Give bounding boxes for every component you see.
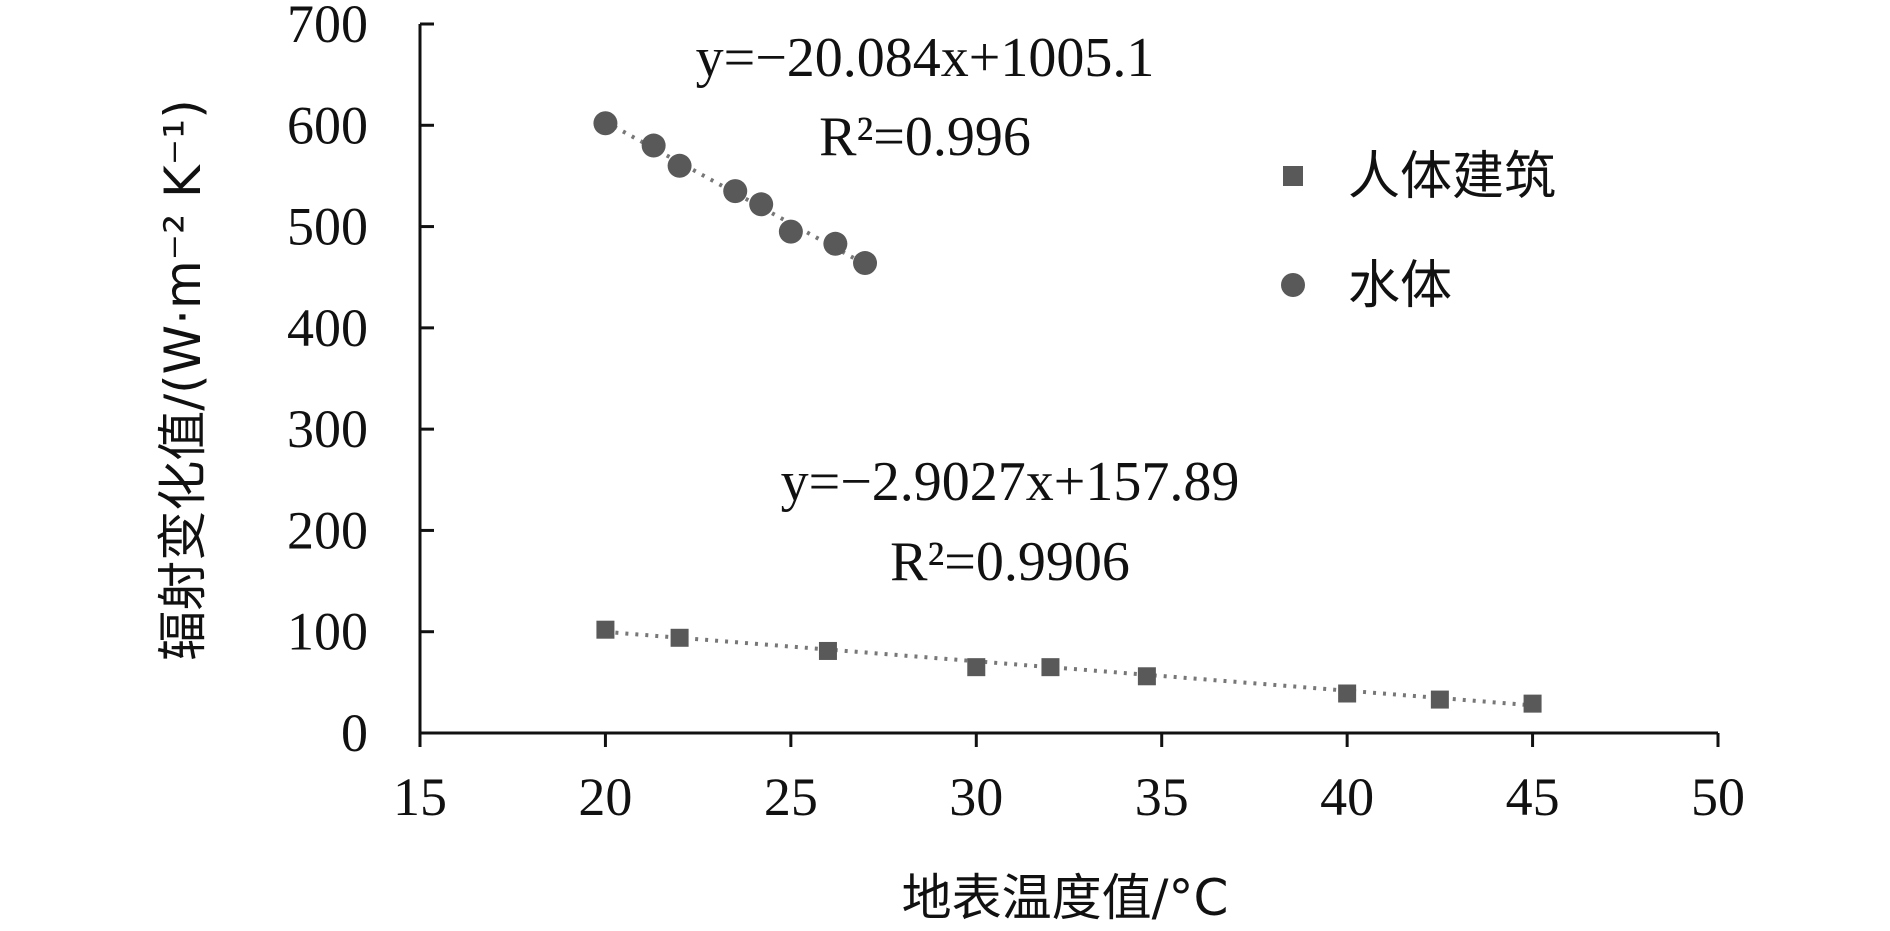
equation-text: y=−2.9027x+157.89: [781, 451, 1240, 513]
data-point-square: [1430, 690, 1449, 709]
data-point-square: [818, 641, 837, 660]
data-point-square: [596, 620, 615, 639]
x-tick-label: 15: [393, 767, 447, 827]
x-tick-label: 30: [949, 767, 1003, 827]
data-point-square: [670, 628, 689, 647]
data-point-circle: [749, 192, 774, 217]
trendlines: [604, 120, 1533, 708]
data-point-circle: [853, 251, 878, 276]
y-tick-label: 600: [287, 95, 368, 155]
data-point-circle: [641, 133, 666, 158]
data-point-circle: [723, 179, 748, 204]
equation-annotations: y=−2.9027x+157.89 R²=0.9906 y=−20.084x+100…: [696, 27, 1240, 593]
y-axis-title: 辐射变化值/(W·m⁻² K⁻¹): [154, 99, 212, 660]
legend-circle-icon: [1281, 273, 1305, 297]
y-tick-label: 500: [287, 197, 368, 257]
x-tick-label: 25: [764, 767, 818, 827]
data-point-square: [1523, 694, 1542, 713]
y-tick-label: 100: [287, 602, 368, 662]
data-point-circle: [593, 111, 618, 136]
data-point-circle: [778, 219, 803, 244]
y-tick-label: 300: [287, 399, 368, 459]
x-tick-label: 35: [1135, 767, 1189, 827]
data-point-square: [1338, 684, 1357, 703]
legend-label: 人体建筑: [1348, 147, 1556, 207]
y-tick-label: 0: [341, 703, 368, 763]
x-axis-title: 地表温度值/°C: [902, 869, 1229, 927]
y-tick-label: 700: [287, 0, 368, 54]
data-point-square: [1041, 658, 1060, 677]
data-point-square: [967, 658, 986, 677]
x-tick-label: 20: [578, 767, 632, 827]
y-tick-label: 400: [287, 298, 368, 358]
legend-label: 水体: [1348, 256, 1452, 316]
data-point-circle: [823, 231, 848, 256]
data-point-square: [1137, 667, 1156, 686]
legend-square-icon: [1283, 166, 1303, 186]
x-tick-label: 40: [1320, 767, 1374, 827]
data-point-circle: [667, 153, 692, 178]
x-tick-label: 45: [1506, 767, 1560, 827]
trendline: [605, 629, 1533, 708]
r-squared-text: R²=0.9906: [890, 531, 1130, 593]
data-points: [593, 111, 1542, 713]
y-tick-label: 200: [287, 500, 368, 560]
x-tick-label: 50: [1691, 767, 1745, 827]
equation-text: y=−20.084x+1005.1: [696, 27, 1155, 89]
r-squared-text: R²=0.996: [819, 106, 1031, 168]
